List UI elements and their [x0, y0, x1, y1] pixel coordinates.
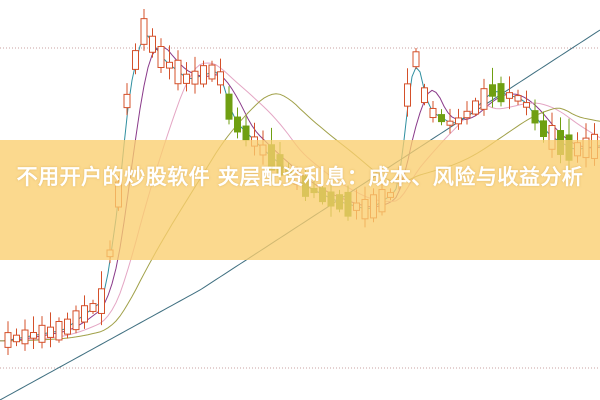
title-banner	[0, 140, 600, 260]
article-title: 不用开户的炒股软件 夹层配资利息：成本、风险与收益分析	[16, 165, 584, 189]
candle-up	[81, 305, 88, 323]
candle-up	[98, 288, 105, 314]
candle-down	[225, 93, 233, 120]
candle-up	[183, 73, 190, 84]
candle-up	[480, 88, 488, 110]
candle-up	[412, 51, 420, 68]
candle-up	[21, 329, 29, 345]
candle-up	[140, 18, 148, 45]
candle-up	[30, 331, 37, 339]
candle-down	[242, 125, 250, 141]
candle-up	[523, 102, 530, 108]
candle-up	[47, 326, 54, 338]
candle-down	[234, 116, 241, 133]
candle-up	[89, 303, 97, 312]
candle-up	[421, 87, 428, 104]
candle-up	[123, 93, 131, 109]
candle-up	[200, 65, 207, 85]
candle-up	[13, 334, 20, 343]
candle-up	[472, 100, 479, 115]
candle-up	[4, 332, 12, 348]
candle-up	[446, 120, 454, 126]
candle-up	[166, 61, 173, 69]
candle-up	[55, 320, 63, 341]
candle-down	[540, 120, 547, 138]
candle-up	[174, 59, 182, 85]
candle-up	[149, 35, 156, 53]
candle-down	[489, 84, 496, 97]
candle-up	[64, 318, 71, 335]
candle-down	[438, 114, 445, 123]
candle-up	[429, 107, 437, 119]
candle-up	[404, 83, 411, 107]
candle-up	[72, 310, 80, 331]
candle-down	[497, 83, 505, 103]
candle-up	[208, 64, 216, 80]
moving-average-line	[0, 93, 600, 342]
candle-up	[38, 324, 46, 343]
candle-down	[531, 110, 539, 124]
candle-up	[217, 71, 224, 86]
candle-up	[463, 110, 471, 119]
candle-up	[514, 95, 522, 102]
candle-up	[191, 70, 199, 85]
candle-up	[132, 50, 139, 70]
candle-up	[157, 45, 165, 69]
candle-up	[455, 117, 462, 125]
candle-up	[506, 92, 513, 99]
